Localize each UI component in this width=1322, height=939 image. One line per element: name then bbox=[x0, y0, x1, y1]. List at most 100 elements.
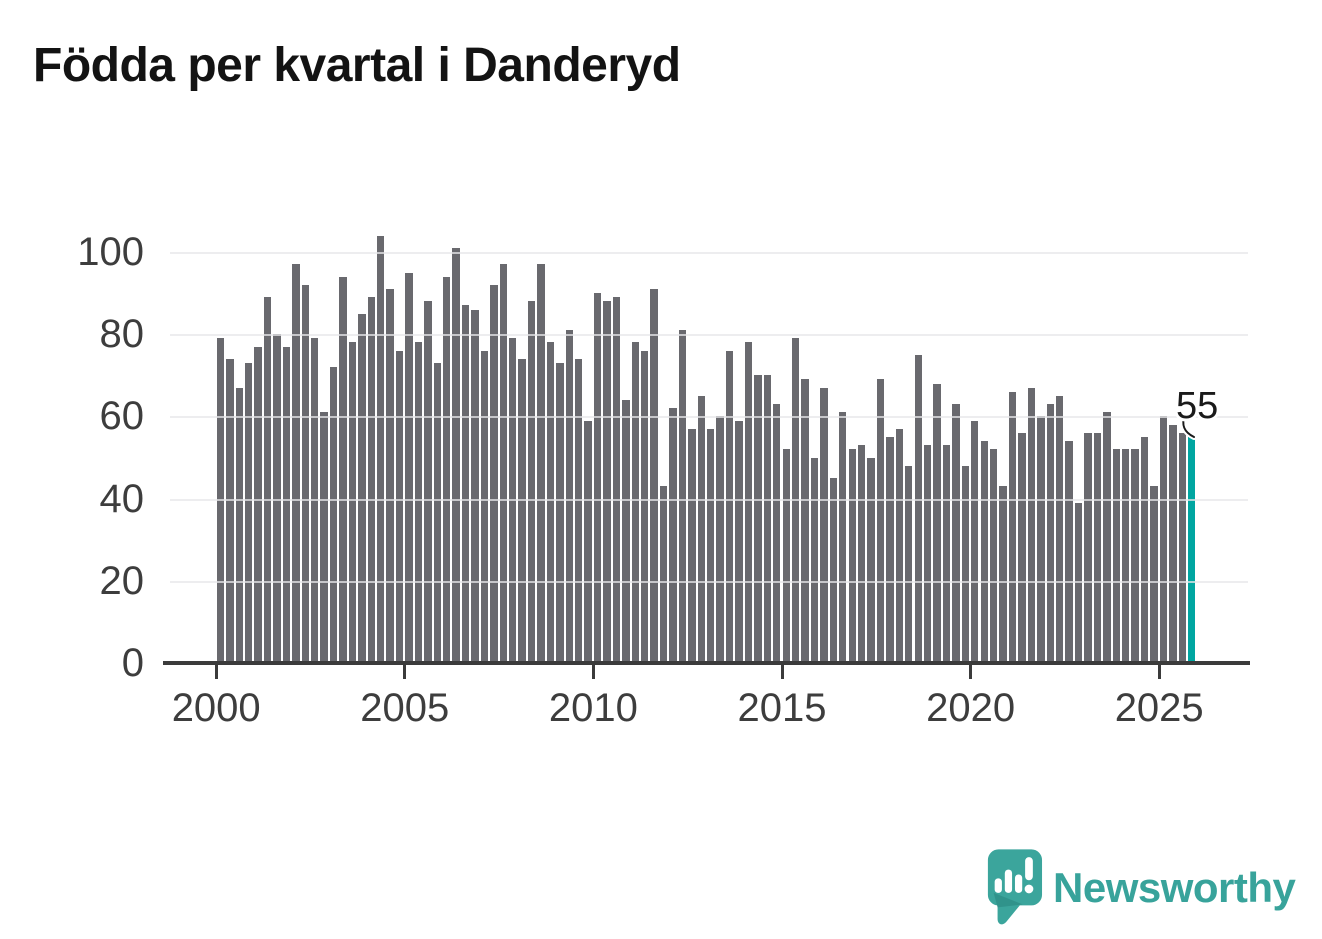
bar-2017-q4 bbox=[886, 436, 894, 663]
bar-2014-q2 bbox=[754, 375, 762, 663]
bar-2013-q1 bbox=[707, 428, 715, 663]
bar-2016-q2 bbox=[829, 478, 838, 663]
annotation-leader-icon bbox=[1180, 412, 1197, 440]
bar-2019-q3 bbox=[952, 404, 960, 663]
bar-2024-q4 bbox=[1150, 486, 1158, 663]
bar-2006-q2 bbox=[452, 247, 460, 663]
bar-2010-q4 bbox=[622, 399, 630, 663]
bar-2014-q3 bbox=[763, 375, 772, 663]
x-axis-label-2020: 2020 bbox=[926, 686, 1016, 730]
y-axis-label-20: 20 bbox=[99, 558, 145, 603]
bar-2014-q1 bbox=[744, 342, 753, 663]
y-axis-label-40: 40 bbox=[99, 476, 145, 521]
bar-2019-q4 bbox=[961, 465, 970, 663]
bar-2018-q3 bbox=[914, 354, 922, 663]
x-axis-tick-2010 bbox=[591, 665, 595, 679]
bar-2022-q1 bbox=[1046, 404, 1054, 663]
bar-2006-q4 bbox=[471, 309, 479, 663]
bar-2021-q4 bbox=[1037, 416, 1045, 663]
bar-2020-q1 bbox=[971, 420, 979, 663]
x-axis-tick-2025 bbox=[1157, 665, 1161, 679]
bar-2016-q4 bbox=[848, 449, 856, 663]
bar-2024-q2 bbox=[1131, 449, 1139, 663]
bar-2016-q1 bbox=[820, 387, 828, 663]
x-axis-label-2005: 2005 bbox=[360, 686, 450, 730]
bar-2010-q2 bbox=[603, 301, 611, 663]
bar-2005-q3 bbox=[424, 301, 432, 663]
x-axis-label-2025: 2025 bbox=[1114, 686, 1204, 730]
bar-2015-q2 bbox=[791, 338, 800, 663]
newsworthy-logo-icon bbox=[987, 849, 1043, 925]
bar-2002-q1 bbox=[292, 264, 300, 663]
bar-2025-q4 bbox=[1187, 436, 1196, 663]
bar-2003-q1 bbox=[329, 367, 338, 663]
bar-2024-q3 bbox=[1140, 436, 1149, 663]
bar-2000-q4 bbox=[244, 362, 253, 663]
bar-2011-q4 bbox=[659, 486, 668, 663]
bar-2002-q2 bbox=[301, 284, 309, 663]
bar-2013-q2 bbox=[716, 416, 724, 663]
bar-2017-q1 bbox=[857, 445, 866, 663]
bar-2021-q2 bbox=[1018, 432, 1026, 663]
bar-2000-q2 bbox=[226, 358, 234, 663]
chart-plot-area bbox=[170, 235, 1250, 663]
bar-2018-q2 bbox=[905, 465, 913, 663]
bar-2001-q1 bbox=[254, 346, 262, 663]
bar-2004-q1 bbox=[367, 297, 375, 663]
gridline-100 bbox=[170, 252, 1248, 254]
gridline-20 bbox=[170, 580, 1248, 583]
bar-2012-q3 bbox=[688, 428, 696, 663]
y-axis-label-80: 80 bbox=[99, 312, 145, 357]
bar-2015-q4 bbox=[810, 457, 819, 663]
bar-2016-q3 bbox=[839, 412, 847, 663]
bar-2009-q2 bbox=[565, 330, 573, 663]
bar-2003-q2 bbox=[339, 276, 347, 663]
bar-2025-q2 bbox=[1169, 424, 1177, 663]
bar-2003-q4 bbox=[358, 313, 366, 663]
bar-2010-q3 bbox=[612, 297, 621, 663]
bar-2012-q2 bbox=[678, 330, 687, 663]
bar-2019-q2 bbox=[942, 445, 951, 663]
bar-2013-q3 bbox=[725, 350, 734, 663]
bar-2015-q3 bbox=[801, 379, 809, 663]
bar-2017-q2 bbox=[867, 457, 875, 663]
bar-2008-q2 bbox=[527, 301, 536, 663]
bar-2009-q3 bbox=[575, 358, 583, 663]
x-axis-tick-2005 bbox=[403, 665, 407, 679]
bar-2022-q2 bbox=[1055, 395, 1064, 663]
bar-2010-q1 bbox=[593, 293, 602, 663]
bar-2021-q3 bbox=[1027, 387, 1036, 663]
bar-2004-q4 bbox=[395, 350, 404, 663]
x-axis-baseline bbox=[163, 661, 1250, 665]
newsworthy-brand-text: Newsworthy bbox=[1053, 864, 1296, 911]
bar-2012-q1 bbox=[669, 408, 677, 663]
bar-2015-q1 bbox=[782, 449, 790, 663]
bar-2023-q4 bbox=[1112, 449, 1120, 663]
bar-2004-q2 bbox=[377, 235, 385, 663]
bar-2006-q3 bbox=[461, 305, 470, 663]
x-axis-label-2000: 2000 bbox=[171, 686, 261, 730]
bar-2020-q2 bbox=[980, 441, 988, 663]
x-axis-label-2015: 2015 bbox=[737, 686, 827, 730]
bar-2003-q3 bbox=[348, 342, 357, 663]
bar-2014-q4 bbox=[773, 404, 781, 663]
gridline-60 bbox=[170, 416, 1248, 419]
bar-2023-q2 bbox=[1093, 432, 1102, 663]
bar-2022-q3 bbox=[1065, 441, 1073, 663]
gridline-40 bbox=[170, 498, 1248, 501]
x-axis-tick-2015 bbox=[780, 665, 784, 679]
bar-2011-q3 bbox=[650, 289, 658, 663]
bar-2005-q4 bbox=[433, 362, 441, 663]
bar-2002-q3 bbox=[311, 338, 319, 663]
y-axis-label-60: 60 bbox=[99, 394, 145, 439]
bar-2002-q4 bbox=[320, 412, 328, 663]
bar-2008-q1 bbox=[518, 358, 526, 663]
y-axis-label-0: 0 bbox=[121, 641, 144, 685]
bar-2005-q2 bbox=[414, 342, 423, 663]
value-annotation: 55 bbox=[1176, 385, 1219, 427]
bar-2001-q2 bbox=[263, 297, 272, 663]
bar-2023-q1 bbox=[1084, 432, 1092, 663]
bar-2018-q1 bbox=[895, 428, 904, 663]
bar-2021-q1 bbox=[1008, 391, 1017, 663]
